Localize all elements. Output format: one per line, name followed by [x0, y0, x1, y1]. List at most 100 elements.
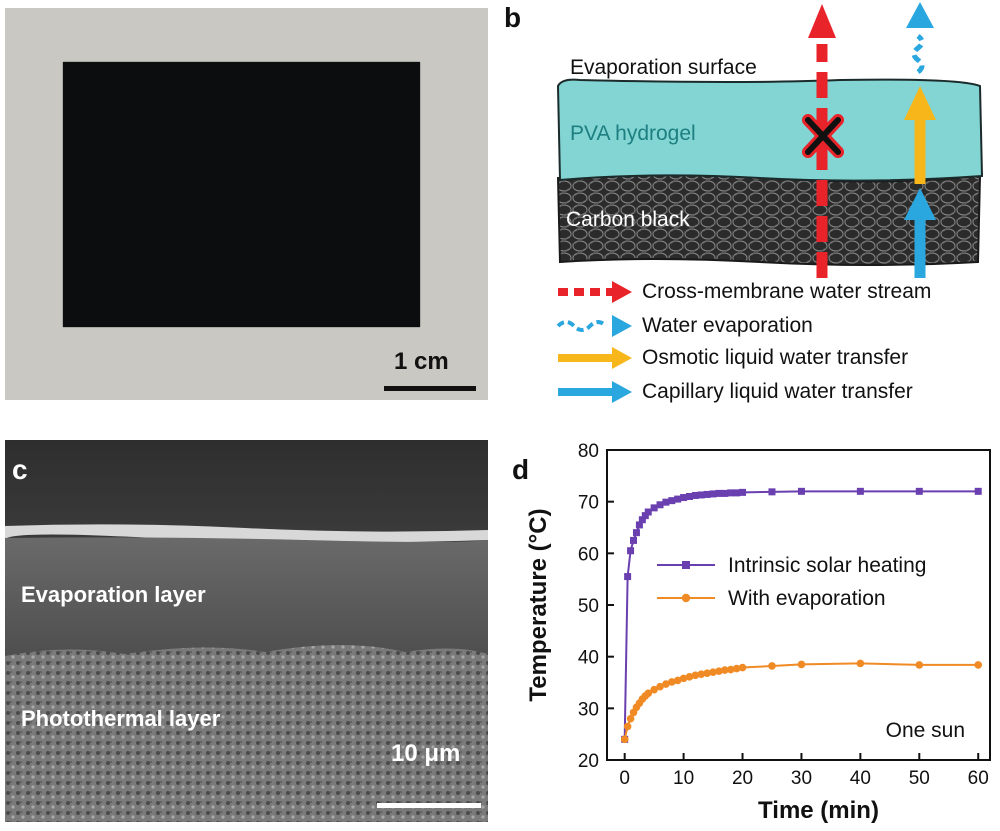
- data-point-square: [627, 547, 635, 555]
- y-tick-label: 40: [578, 648, 599, 669]
- data-point-square: [632, 529, 640, 537]
- series-line-0: [623, 490, 979, 740]
- data-point-circle: [738, 663, 747, 672]
- data-point-circle: [626, 714, 635, 723]
- y-axis-label: Temperature (°C): [525, 508, 552, 701]
- data-point-circle: [685, 673, 694, 681]
- data-point-square: [641, 512, 649, 520]
- data-point-square: [715, 489, 723, 497]
- data-point-circle: [679, 674, 688, 683]
- chart-legend: Intrinsic solar heating With evaporation: [657, 554, 926, 610]
- panel-c-letter: c: [12, 454, 28, 485]
- y-tick-label: 30: [578, 699, 599, 720]
- legend-cross-membrane: Cross-membrane water stream: [642, 280, 932, 303]
- data-point-square: [727, 489, 735, 497]
- x-tick-label: 40: [850, 768, 871, 789]
- legend-marker-circle: [681, 593, 691, 603]
- x-tick-label: 60: [968, 768, 989, 789]
- black-membrane-sample: [63, 62, 420, 327]
- scale-bar-label-c: 10 μm: [391, 740, 461, 767]
- data-point-circle: [703, 669, 711, 677]
- evaporation-arrowhead: [906, 2, 934, 28]
- data-point-square: [674, 495, 682, 503]
- data-point-square: [680, 494, 688, 502]
- chart-axes: 0 10 20 30 40 50 60 20 30 40 50 60 70 80 Time (min) Tem…: [525, 441, 991, 824]
- legend-label-1: With evaporation: [728, 587, 886, 610]
- data-point-square: [797, 487, 805, 495]
- data-point-square: [697, 491, 705, 499]
- one-sun-annotation: One sun: [886, 719, 965, 742]
- x-tick-label: 10: [673, 768, 694, 789]
- structure-diagram: [556, 2, 984, 403]
- data-point-circle: [856, 659, 865, 668]
- osmotic-arrowhead: [904, 86, 936, 120]
- data-point-square: [624, 573, 632, 581]
- data-point-square: [856, 487, 864, 495]
- y-tick-label: 70: [578, 493, 599, 514]
- data-point-square: [703, 490, 711, 498]
- data-point-circle: [974, 661, 983, 669]
- data-point-circle: [656, 682, 664, 691]
- sample-photo: 1 cm: [5, 8, 488, 400]
- x-axis-label: Time (min): [758, 797, 879, 824]
- chart-series: [620, 487, 983, 744]
- data-point-square: [709, 490, 717, 498]
- y-tick-label: 80: [578, 441, 599, 462]
- data-point-circle: [797, 660, 806, 669]
- evaporation-layer-label: Evaporation layer: [21, 582, 206, 607]
- data-point-square: [635, 521, 643, 529]
- sem-cross-section-image: Evaporation layer Photothermal layer 10 …: [5, 440, 488, 822]
- capillary-arrowhead: [904, 188, 936, 220]
- scale-bar-a: [384, 386, 476, 391]
- data-point-square: [656, 501, 664, 509]
- blocked-x-icon: [802, 114, 844, 158]
- y-tick-label: 60: [578, 544, 599, 565]
- data-point-circle: [715, 667, 723, 675]
- carbon-black-label: Carbon black: [566, 208, 690, 231]
- y-tick-label: 20: [578, 751, 599, 772]
- scale-bar-label-a: 1 cm: [394, 348, 449, 375]
- data-point-circle: [709, 668, 717, 676]
- data-point-circle: [650, 685, 658, 694]
- data-point-square: [668, 497, 676, 505]
- data-point-circle: [662, 680, 670, 688]
- data-point-square: [650, 504, 658, 512]
- legend-marker-square: [682, 561, 690, 569]
- data-point-circle: [721, 666, 729, 674]
- legend-water-evaporation: Water evaporation: [642, 314, 813, 337]
- data-point-square: [739, 488, 747, 496]
- evaporation-wave: [911, 34, 925, 74]
- data-point-square: [915, 487, 923, 495]
- hydrogel-layer: [556, 78, 984, 182]
- data-point-square: [733, 489, 741, 497]
- data-point-square: [721, 489, 729, 497]
- temperature-chart: 0 10 20 30 40 50 60 20 30 40 50 60 70 80 Time (min) Tem…: [525, 441, 991, 824]
- pva-hydrogel-label: PVA hydrogel: [570, 122, 696, 145]
- legend-label-0: Intrinsic solar heating: [728, 554, 926, 577]
- x-tick-label: 0: [619, 768, 630, 789]
- data-point-circle: [644, 689, 653, 698]
- data-point-square: [685, 493, 693, 500]
- legend-symbols: [556, 281, 632, 403]
- data-point-square: [630, 536, 638, 544]
- data-point-circle: [668, 678, 676, 686]
- data-point-circle: [620, 735, 629, 744]
- data-point-square: [691, 491, 699, 499]
- legend-osmotic-transfer: Osmotic liquid water transfer: [642, 346, 909, 369]
- data-point-circle: [768, 662, 776, 670]
- data-point-square: [662, 498, 670, 506]
- data-point-square: [768, 488, 776, 496]
- panel-d-letter: d: [512, 454, 530, 485]
- data-point-circle: [691, 671, 700, 680]
- data-point-circle: [915, 661, 924, 669]
- y-tick-label: 50: [578, 596, 599, 617]
- sem-texture: [5, 440, 488, 822]
- x-tick-label: 20: [732, 768, 753, 789]
- legend-capillary-transfer: Capillary liquid water transfer: [642, 380, 913, 403]
- photothermal-layer-label: Photothermal layer: [21, 706, 221, 731]
- scale-bar-c: [377, 803, 481, 808]
- data-point-square: [638, 516, 646, 524]
- panel-b-letter: b: [504, 2, 522, 33]
- x-tick-label: 30: [791, 768, 812, 789]
- data-point-circle: [697, 670, 706, 679]
